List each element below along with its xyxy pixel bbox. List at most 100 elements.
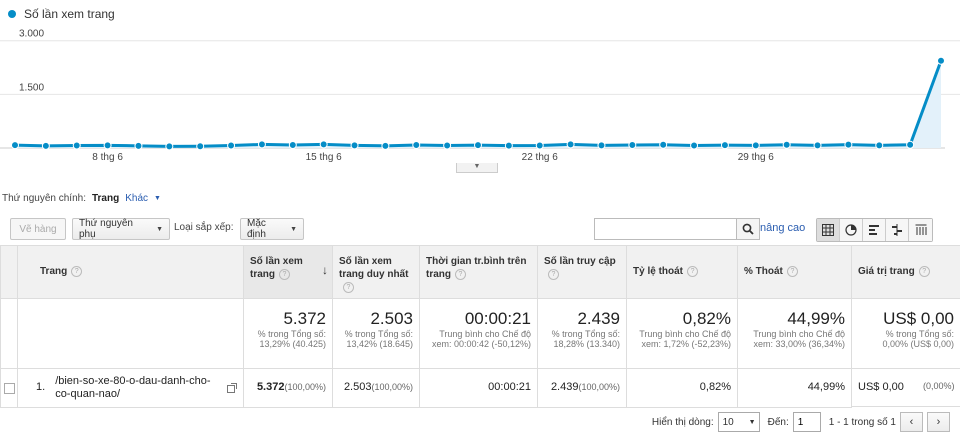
data-point[interactable]: [227, 141, 236, 150]
x-tick-label: 8 thg 6: [92, 152, 123, 163]
header-page[interactable]: Trang?: [17, 245, 244, 299]
data-point[interactable]: [288, 140, 297, 149]
data-point[interactable]: [381, 141, 390, 150]
pageviews-chart: 3.000 1.500 8 thg 6 15 thg 6 22 thg 6 29 thg …: [0, 29, 960, 163]
header-unique-pageviews[interactable]: Số lần xem trang duy nhất?: [332, 245, 420, 299]
data-point[interactable]: [751, 141, 760, 150]
header-page-value[interactable]: Giá trị trang?: [851, 245, 960, 299]
row-entrances: 2.439(100,00%): [537, 368, 627, 408]
data-point[interactable]: [597, 141, 606, 150]
open-link-icon[interactable]: [227, 383, 237, 393]
help-icon[interactable]: ?: [455, 268, 466, 280]
data-point[interactable]: [196, 142, 205, 151]
help-icon[interactable]: ?: [279, 268, 290, 280]
table-view-switcher: [816, 218, 933, 242]
help-icon[interactable]: ?: [548, 268, 559, 280]
data-point[interactable]: [813, 141, 822, 150]
header-avg-time[interactable]: Thời gian tr.bình trên trang?: [419, 245, 538, 299]
data-point[interactable]: [504, 141, 513, 150]
summary-exit: 44,99% Trung bình cho Chế độ xem: 33,00% …: [737, 298, 852, 369]
data-point[interactable]: [566, 140, 575, 149]
data-point[interactable]: [720, 141, 729, 150]
help-icon[interactable]: ?: [343, 281, 354, 293]
summary-value: US$ 0,00% trong Tổng số: 0,00% (US$ 0,00…: [851, 298, 960, 369]
data-point[interactable]: [659, 140, 668, 149]
secondary-dimension-dropdown[interactable]: Thứ nguyên phụ ▼: [72, 218, 170, 240]
data-point[interactable]: [782, 140, 791, 149]
x-tick-label: 29 thg 6: [738, 152, 775, 163]
row-index: 1.: [36, 381, 46, 393]
x-tick-label: 15 thg 6: [306, 152, 343, 163]
table-search-input[interactable]: [594, 218, 736, 240]
data-point[interactable]: [535, 141, 544, 150]
header-pageviews[interactable]: Số lần xem trang? ↓: [243, 245, 333, 299]
data-point[interactable]: [628, 140, 637, 149]
pivot-view-button[interactable]: [909, 219, 932, 241]
row-checkbox[interactable]: [4, 383, 15, 394]
data-point[interactable]: [319, 140, 328, 149]
comparison-view-button[interactable]: [886, 219, 909, 241]
dimension-page[interactable]: Trang: [91, 193, 120, 204]
data-point[interactable]: [875, 141, 884, 150]
pivot-table-icon: [915, 224, 926, 235]
data-point[interactable]: [906, 140, 915, 149]
y-tick-label: 1.500: [19, 82, 44, 93]
row-avg-time: 00:00:21: [419, 368, 538, 408]
search-icon: [742, 223, 754, 235]
goto-page-input[interactable]: [792, 412, 821, 432]
help-icon[interactable]: ?: [786, 265, 798, 277]
data-point[interactable]: [257, 140, 266, 149]
row-page-link[interactable]: /bien-so-xe-80-o-dau-danh-cho-co-quan-na…: [55, 375, 211, 400]
rows-per-page-select[interactable]: 10 ▼: [717, 412, 760, 432]
dimension-other-link[interactable]: Khác: [125, 193, 149, 204]
select-all-cell: [0, 245, 18, 299]
data-point[interactable]: [41, 141, 50, 150]
secondary-dimension-label: Thứ nguyên phụ: [79, 218, 133, 240]
row-value: US$ 0,00 (0,00%): [852, 369, 960, 407]
legend-dot-icon: [8, 10, 16, 18]
summary-row: 5.372% trong Tổng số: 13,29% (40.425) 2.…: [0, 298, 960, 369]
row-exit: 44,99%: [737, 368, 852, 408]
data-point[interactable]: [134, 141, 143, 150]
header-bounce-rate[interactable]: Tỷ lệ thoát?: [626, 245, 738, 299]
series-area: [15, 60, 941, 149]
data-point[interactable]: [443, 141, 452, 150]
primary-dimension-label: Thứ nguyên chính:: [2, 193, 86, 204]
data-point[interactable]: [350, 141, 359, 150]
data-point[interactable]: [474, 141, 482, 150]
performance-view-button[interactable]: [863, 219, 886, 241]
chart-area: 3.000 1.500 8 thg 6 15 thg 6 22 thg 6 29 thg …: [0, 0, 960, 175]
chart-collapse-handle[interactable]: ▼: [456, 163, 498, 173]
header-entrances[interactable]: Số lần truy cập?: [537, 245, 627, 299]
plot-rows-button[interactable]: Vẽ hàng: [10, 218, 66, 240]
help-icon[interactable]: ?: [71, 265, 83, 277]
legend-label: Số lần xem trang: [24, 7, 115, 21]
data-table-view-button[interactable]: [817, 219, 840, 241]
data-point[interactable]: [412, 140, 421, 149]
data-point[interactable]: [844, 140, 853, 149]
advanced-filter-link[interactable]: nâng cao: [760, 222, 806, 234]
percentage-view-button[interactable]: [840, 219, 863, 241]
data-point[interactable]: [103, 141, 112, 150]
table-header-row: Trang? Số lần xem trang? ↓ Số lần xem tra…: [0, 245, 960, 299]
data-point[interactable]: [937, 56, 945, 65]
sort-type-dropdown[interactable]: Mặc định ▼: [240, 218, 304, 240]
next-page-button[interactable]: ›: [927, 412, 950, 432]
search-button[interactable]: [736, 218, 760, 240]
data-point[interactable]: [165, 142, 174, 151]
page-range-text: 1 - 1 trong số 1: [828, 416, 896, 428]
other-chevron-down-icon[interactable]: ▼: [154, 195, 161, 202]
data-point[interactable]: [72, 141, 81, 150]
x-tick-label: 22 thg 6: [522, 152, 559, 163]
data-point[interactable]: [11, 141, 19, 150]
sort-type-value: Mặc định: [247, 218, 266, 240]
prev-page-button[interactable]: ‹: [900, 412, 923, 432]
row-checkbox-cell: [0, 368, 18, 408]
summary-avg-time: 00:00:21 Trung bình cho Chế độ xem: 00:00…: [419, 298, 538, 369]
help-icon[interactable]: ?: [918, 265, 930, 277]
header-exit-rate[interactable]: % Thoát?: [737, 245, 852, 299]
pagination: Hiển thị dòng: 10▼ Đến: 1 - 1 trong số 1…: [652, 412, 950, 432]
data-point[interactable]: [690, 141, 699, 150]
summary-pageviews: 5.372% trong Tổng số: 13,29% (40.425): [243, 298, 333, 369]
help-icon[interactable]: ?: [687, 265, 699, 277]
